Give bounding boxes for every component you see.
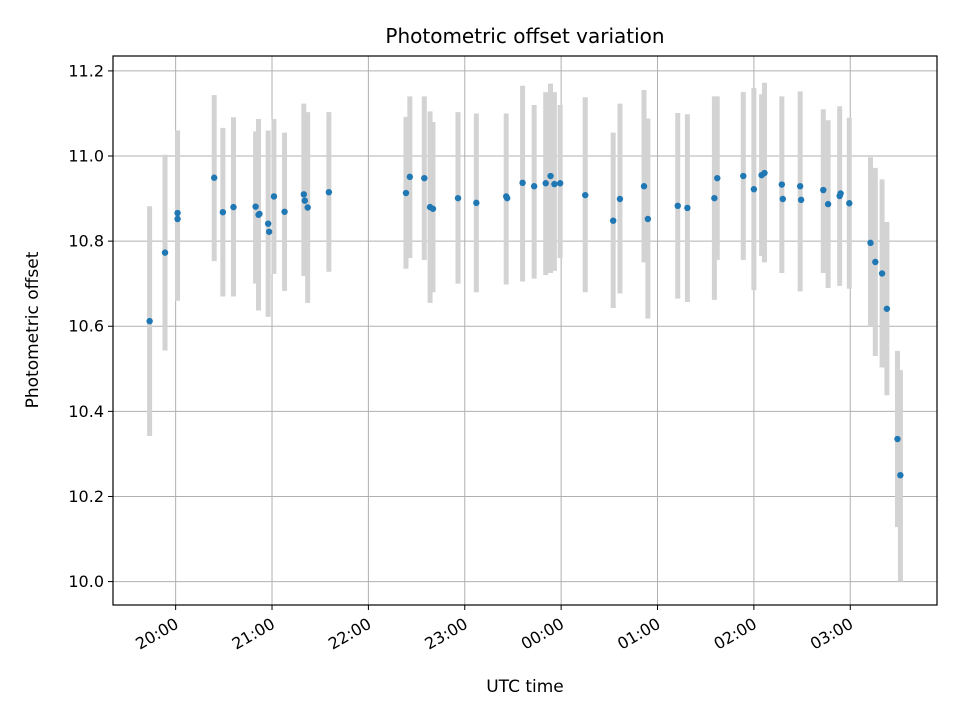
data-point bbox=[174, 215, 181, 223]
data-point bbox=[421, 174, 428, 182]
data-point bbox=[161, 249, 169, 256]
data-point bbox=[304, 204, 311, 211]
data-point bbox=[684, 204, 691, 212]
data-point bbox=[796, 183, 804, 190]
data-point bbox=[300, 191, 308, 198]
data-point bbox=[406, 173, 414, 181]
data-point bbox=[711, 194, 718, 202]
data-point bbox=[473, 199, 480, 207]
chart-title: Photometric offset variation bbox=[385, 24, 664, 48]
data-point bbox=[897, 471, 904, 479]
data-point bbox=[714, 174, 721, 182]
data-point bbox=[270, 193, 278, 200]
y-tick-label: 10.2 bbox=[68, 487, 104, 506]
y-axis-label: Photometric offset bbox=[23, 251, 43, 408]
data-point bbox=[146, 317, 153, 325]
y-tick-label: 10.6 bbox=[68, 317, 104, 336]
data-point bbox=[402, 189, 410, 197]
data-point bbox=[894, 435, 901, 443]
data-point bbox=[883, 305, 891, 312]
data-point bbox=[547, 172, 554, 180]
data-point bbox=[797, 196, 805, 204]
data-point bbox=[878, 270, 886, 277]
data-point bbox=[674, 202, 681, 210]
data-point bbox=[582, 191, 589, 199]
data-point bbox=[542, 180, 549, 187]
y-tick-label: 10.8 bbox=[68, 232, 104, 251]
data-point bbox=[750, 186, 758, 193]
data-point bbox=[616, 195, 624, 203]
data-point bbox=[820, 186, 827, 194]
data-point bbox=[256, 210, 263, 218]
data-point bbox=[761, 169, 768, 177]
data-point bbox=[252, 203, 259, 210]
data-points bbox=[146, 169, 904, 479]
x-axis-label: UTC time bbox=[486, 677, 564, 697]
data-point bbox=[325, 188, 333, 196]
data-point bbox=[551, 180, 558, 188]
data-point bbox=[503, 194, 511, 202]
data-point bbox=[837, 190, 844, 197]
data-point bbox=[867, 239, 874, 247]
data-point bbox=[609, 217, 617, 224]
data-point bbox=[824, 200, 832, 208]
data-point bbox=[265, 228, 273, 235]
data-point bbox=[454, 194, 462, 202]
data-point bbox=[281, 208, 288, 215]
data-point bbox=[556, 180, 564, 187]
data-point bbox=[219, 208, 227, 216]
data-point bbox=[264, 220, 272, 227]
data-point bbox=[174, 209, 181, 217]
y-tick-label: 11.2 bbox=[68, 61, 104, 80]
y-axis-ticks: 10.0 10.2 10.4 10.6 10.8 11.0 11.2 bbox=[68, 61, 113, 591]
data-point bbox=[644, 215, 652, 223]
data-point bbox=[301, 197, 308, 204]
plot-frame bbox=[112, 55, 938, 606]
data-point bbox=[740, 172, 747, 180]
y-tick-label: 11.0 bbox=[68, 147, 104, 166]
data-point bbox=[210, 174, 218, 181]
data-point bbox=[519, 179, 526, 187]
data-point bbox=[779, 195, 787, 203]
data-point bbox=[872, 258, 879, 266]
data-point bbox=[429, 205, 437, 212]
data-point bbox=[230, 203, 237, 211]
y-tick-label: 10.4 bbox=[68, 402, 104, 421]
data-point bbox=[640, 183, 648, 190]
data-point bbox=[530, 183, 538, 190]
data-point bbox=[778, 181, 786, 188]
data-point bbox=[846, 200, 853, 207]
y-tick-label: 10.0 bbox=[68, 572, 104, 591]
